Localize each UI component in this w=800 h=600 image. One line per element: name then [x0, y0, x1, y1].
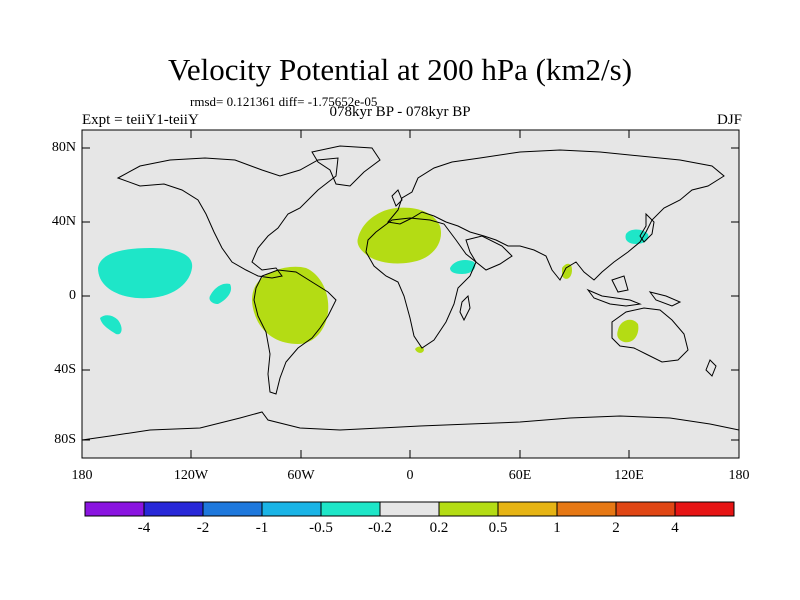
- colorbar-label: -0.2: [368, 520, 392, 536]
- lat-label: 0: [69, 288, 76, 303]
- map-background: [82, 130, 739, 458]
- positive-anomaly-india: [562, 263, 572, 279]
- season-label: DJF: [716, 112, 742, 128]
- coastlines: [81, 145, 740, 441]
- coastline-antarctica: [81, 411, 740, 441]
- coastline-south-america: [253, 269, 337, 395]
- anomaly-shading: [98, 207, 649, 353]
- coastline-uk: [391, 189, 403, 207]
- stats-line: rmsd= 0.121361 diff= -1.75652e-05: [190, 94, 378, 109]
- positive-anomaly-north-africa: [357, 207, 442, 264]
- latitude-ticks: [82, 147, 739, 441]
- colorbar-box: [497, 501, 558, 517]
- colorbar-box: [556, 501, 617, 517]
- map-title: Velocity Potential at 200 hPa (km2/s): [167, 52, 633, 87]
- colorbar-label: -1: [255, 520, 269, 536]
- coastline-japan: [639, 212, 655, 243]
- colorbar-box: [438, 501, 499, 517]
- longitude-ticks: [190, 130, 630, 458]
- lat-label: 40N: [51, 214, 76, 229]
- lat-label: 80S: [54, 432, 76, 447]
- colorbar-label: -2: [196, 520, 210, 536]
- colorbar-label: 1: [553, 520, 561, 536]
- lon-label: 120E: [614, 468, 644, 483]
- colorbar-label: -0.5: [309, 520, 333, 536]
- lon-label: 0: [406, 468, 414, 483]
- negative-anomaly-east-africa: [450, 260, 476, 274]
- coastline-north-america: [116, 157, 339, 279]
- colorbar-label: 2: [612, 520, 620, 536]
- lat-label: 40S: [54, 362, 76, 377]
- coastline-madagascar: [459, 294, 471, 322]
- colorbar-box: [379, 501, 440, 517]
- colorbar-box: [615, 501, 676, 517]
- lon-label: 180: [71, 468, 93, 483]
- positive-anomaly-south-america: [252, 266, 329, 344]
- coastline-southeast-asia-islands: [586, 275, 682, 307]
- coastline-eurasia: [387, 149, 725, 281]
- colorbar-box: [202, 501, 263, 517]
- colorbar-label: 0.5: [488, 520, 508, 536]
- colorbar-box: [320, 501, 381, 517]
- coastline-arabia: [465, 235, 513, 271]
- lon-label: 180: [728, 468, 750, 483]
- coastline-new-zealand: [705, 359, 717, 377]
- lon-label: 60E: [508, 468, 532, 483]
- coastline-africa: [365, 217, 477, 349]
- colorbar-box: [84, 501, 145, 517]
- colorbar-label: 4: [671, 520, 679, 536]
- lon-label: 120W: [173, 468, 209, 483]
- coastline-greenland: [311, 145, 381, 187]
- lat-label: 80N: [51, 140, 76, 155]
- colorbar: [84, 501, 735, 517]
- positive-anomaly-australia: [617, 319, 639, 343]
- lon-label: 60W: [287, 468, 315, 483]
- negative-anomaly-south-pacific: [100, 315, 122, 335]
- coastline-australia: [611, 307, 689, 363]
- negative-anomaly-central-pacific: [209, 283, 232, 304]
- colorbar-label: 0.2: [429, 520, 449, 536]
- colorbar-label: -4: [137, 520, 151, 536]
- colorbar-box: [261, 501, 322, 517]
- center-label: 078kyr BP - 078kyr BP: [329, 104, 471, 120]
- negative-anomaly-north-pacific: [98, 248, 193, 299]
- colorbar-box: [674, 501, 735, 517]
- experiment-label: Expt = teiiY1-teiiY: [82, 112, 199, 128]
- colorbar-box: [143, 501, 204, 517]
